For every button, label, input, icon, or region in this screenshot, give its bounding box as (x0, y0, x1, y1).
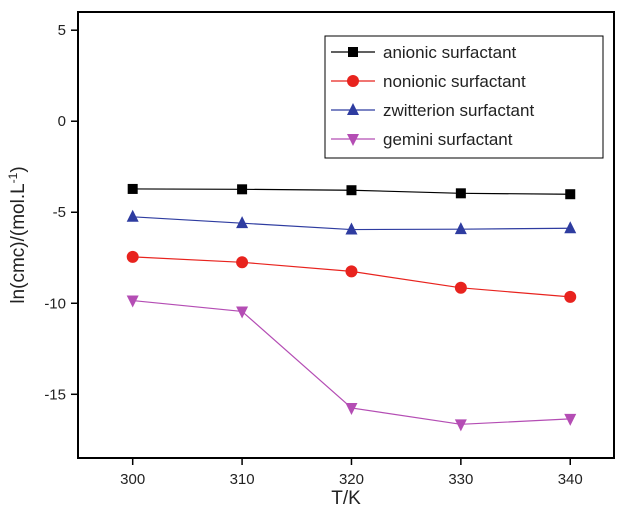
data-point (564, 221, 577, 234)
legend-box (324, 35, 604, 159)
legend-label: anionic surfactant (383, 43, 517, 62)
legend-marker (348, 47, 358, 57)
y-tick-label: 5 (58, 22, 66, 39)
data-point (236, 306, 249, 319)
series-layer (126, 183, 577, 432)
data-point (345, 402, 358, 415)
series-1 (126, 250, 577, 303)
x-axis-title: T/K (331, 488, 361, 509)
legend-marker (347, 103, 359, 115)
y-tick-label: -10 (44, 295, 66, 312)
data-point (346, 185, 357, 196)
series-0 (127, 183, 576, 200)
data-point (345, 265, 358, 278)
legend-marker (347, 75, 359, 87)
y-axis-title-close: ) (8, 166, 29, 172)
x-tick-label: 340 (558, 471, 583, 488)
data-point (126, 209, 139, 222)
data-point (236, 256, 249, 269)
y-axis-title: ln(cmc)/(mol.L-1) (6, 166, 29, 303)
data-point (455, 188, 466, 199)
data-point (126, 250, 139, 263)
data-point (565, 189, 576, 200)
x-tick-label: 320 (339, 471, 364, 488)
legend-label: gemini surfactant (383, 130, 513, 149)
data-point (454, 222, 467, 235)
data-point (237, 184, 248, 195)
data-point (564, 413, 577, 426)
data-point (454, 281, 467, 294)
series-2 (126, 209, 577, 235)
plot-frame (77, 11, 615, 459)
data-point (454, 419, 467, 432)
x-tick-label: 300 (120, 471, 145, 488)
legend-label: nonionic surfactant (383, 72, 526, 91)
x-tick-label: 310 (230, 471, 255, 488)
data-point (236, 216, 249, 229)
y-tick-label: -15 (44, 386, 66, 403)
legend: anionic surfactant nonionic surfactant zwi… (324, 35, 604, 159)
y-tick-label: -5 (53, 204, 66, 221)
series-3 (126, 295, 577, 432)
y-tick-label: 0 (58, 113, 66, 130)
x-tick-label: 330 (448, 471, 473, 488)
axes: 300 310 320 330 340 5 0 -5 -10 -15 (44, 11, 615, 488)
data-point (345, 222, 358, 235)
legend-label: zwitterion surfactant (383, 101, 534, 120)
data-point (126, 295, 139, 308)
data-point (127, 183, 138, 194)
legend-marker (347, 134, 359, 146)
y-axis-title-superscript: -1 (6, 172, 20, 183)
y-axis-title-main: ln(cmc)/(mol.L (8, 183, 29, 303)
data-point (564, 290, 577, 303)
